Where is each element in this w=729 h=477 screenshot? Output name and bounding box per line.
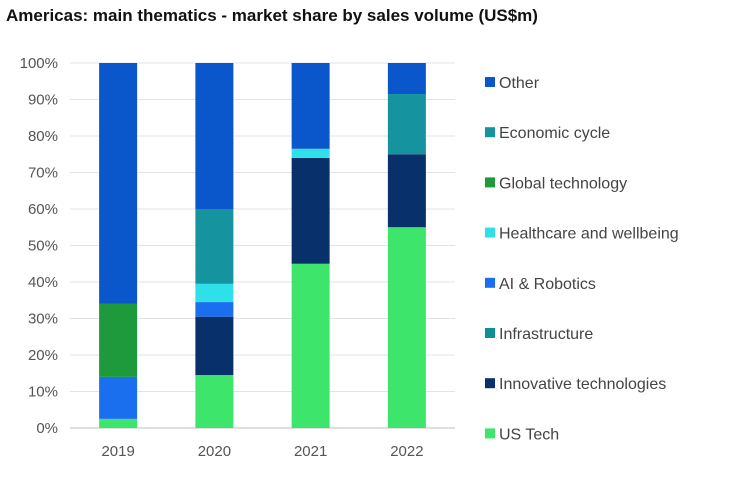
y-axis: 0% 10% 20% 30% 40% 50% 60% 70% 80% 90% 100% <box>20 55 58 437</box>
y-tick-label: 60% <box>28 201 58 218</box>
bar-segment <box>195 283 234 303</box>
legend-label: Healthcare and wellbeing <box>499 226 679 243</box>
y-tick-label: 20% <box>28 347 58 364</box>
x-tick-label: 2022 <box>390 443 423 460</box>
legend-label: Global technology <box>499 175 627 192</box>
y-tick-label: 80% <box>28 128 58 145</box>
legend-label: Infrastructure <box>499 326 593 343</box>
legend-label: US Tech <box>499 426 559 443</box>
x-tick-label: 2019 <box>101 443 134 460</box>
legend-label: Other <box>499 75 540 92</box>
bar-segment <box>387 227 426 428</box>
legend-swatch <box>485 428 495 439</box>
bar-segment <box>387 63 426 95</box>
bar-segment <box>99 303 138 377</box>
x-tick-label: 2021 <box>294 443 327 460</box>
bar-segment <box>195 63 234 209</box>
y-tick-label: 100% <box>20 55 58 72</box>
chart-title: Americas: main thematics - market share … <box>6 6 538 25</box>
y-tick-label: 0% <box>36 420 58 437</box>
y-tick-label: 30% <box>28 311 58 328</box>
bar-segment <box>291 263 330 428</box>
y-tick-label: 40% <box>28 274 58 291</box>
bar-segment <box>99 63 138 304</box>
y-tick-label: 70% <box>28 165 58 182</box>
bars <box>99 63 426 428</box>
bar-segment <box>291 63 330 149</box>
legend-label: Economic cycle <box>499 125 610 142</box>
legend-swatch <box>485 227 495 238</box>
bar-segment <box>195 302 234 317</box>
x-axis: 2019 2020 2021 2022 <box>101 443 423 460</box>
bar-segment <box>99 418 138 428</box>
legend-label: AI & Robotics <box>499 276 596 293</box>
legend: Other Economic cycle Global technology Heal… <box>485 75 679 443</box>
bar-segment <box>99 376 138 419</box>
legend-swatch <box>485 77 495 87</box>
x-tick-label: 2020 <box>198 443 231 460</box>
legend-swatch <box>485 127 495 138</box>
bar-segment <box>387 154 426 228</box>
legend-swatch <box>485 177 495 188</box>
bar-segment <box>195 316 234 376</box>
legend-swatch <box>485 277 495 288</box>
y-tick-label: 50% <box>28 238 58 255</box>
bar-segment <box>195 375 234 428</box>
bar-segment <box>195 209 234 284</box>
legend-swatch <box>485 328 495 338</box>
legend-swatch <box>485 378 495 389</box>
legend-label: Innovative technologies <box>499 376 666 393</box>
y-tick-label: 10% <box>28 384 58 401</box>
bar-segment <box>387 94 426 155</box>
y-tick-label: 90% <box>28 92 58 109</box>
bar-segment <box>291 148 330 158</box>
bar-segment <box>291 157 330 264</box>
